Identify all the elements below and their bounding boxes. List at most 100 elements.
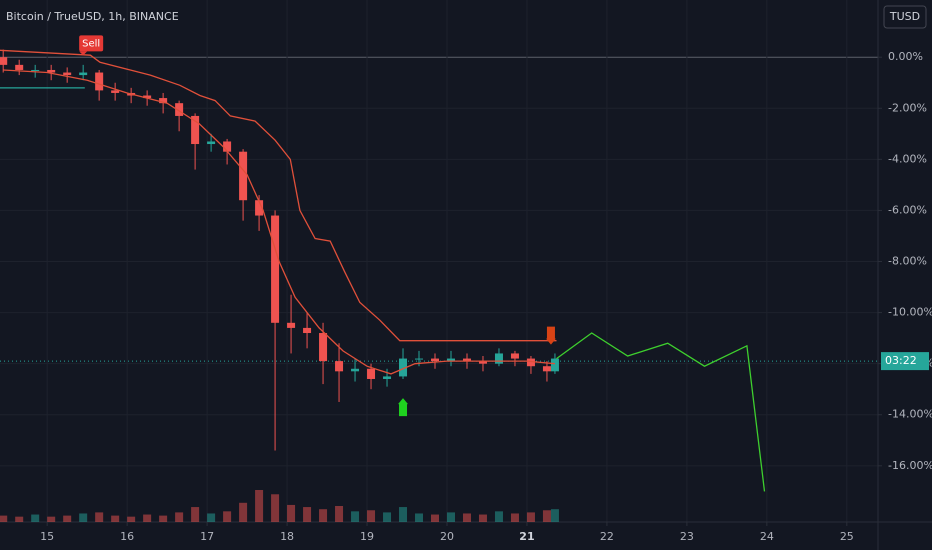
candle-body (31, 69, 40, 71)
last-price-label: 03:22 (885, 354, 917, 367)
x-tick-label: 15 (40, 530, 54, 543)
volume-bar (31, 514, 40, 522)
indicator-line (556, 332, 766, 492)
volume-bar (207, 513, 216, 522)
candle-body (175, 103, 184, 116)
volume-bar (159, 515, 168, 522)
candle-body (223, 141, 232, 152)
candle-body (431, 358, 440, 362)
volume-bar (383, 512, 392, 522)
volume-bar (446, 512, 455, 522)
volume-bar (462, 513, 471, 522)
candle-body (319, 333, 328, 362)
candle-body (446, 358, 455, 362)
candle-body (191, 115, 200, 145)
candle-body (159, 98, 168, 104)
volume-bar (287, 504, 296, 522)
candle-body (207, 141, 216, 145)
candle-body (510, 353, 519, 359)
candle-body (415, 358, 424, 360)
y-tick-label: -8.00% (888, 255, 927, 268)
volume-bar (175, 512, 184, 522)
y-tick-label: -16.00% (888, 459, 932, 472)
candle-body (143, 95, 152, 99)
candle-body (351, 368, 360, 372)
x-tick-label: 20 (440, 530, 454, 543)
sell-label-text: Sell (82, 38, 100, 49)
candle-body (494, 353, 503, 364)
candle-body (399, 358, 408, 377)
last-price-box (881, 352, 929, 371)
candle-body (63, 72, 72, 76)
volume-bar (79, 513, 88, 522)
candle-body (271, 215, 280, 323)
volume-bar (0, 515, 8, 522)
volume-bar (526, 512, 535, 522)
x-tick-label: 17 (200, 530, 214, 543)
currency-label[interactable]: TUSD (889, 10, 920, 23)
x-tick-label: 24 (760, 530, 774, 543)
volume-bar (542, 510, 551, 522)
y-tick-label: -2.00% (888, 101, 927, 114)
x-tick-label: 22 (600, 530, 614, 543)
candle-body (367, 368, 376, 379)
y-tick-label: -6.00% (888, 203, 927, 216)
y-tick-label: -14.00% (888, 408, 932, 421)
x-tick-label: 25 (840, 530, 854, 543)
x-tick-label: 16 (120, 530, 134, 543)
volume-bar (550, 509, 559, 522)
y-tick-label: -10.00% (888, 306, 932, 319)
buy-arrow (398, 398, 409, 417)
volume-bar (47, 516, 56, 522)
volume-bar (127, 516, 136, 522)
candle-body (478, 361, 487, 364)
volume-bar (478, 514, 487, 522)
x-tick-label: 18 (280, 530, 294, 543)
candle-body (383, 376, 392, 379)
y-tick-label: -4.00% (888, 152, 927, 165)
candle-body (526, 358, 535, 367)
sell-label-box (79, 35, 104, 52)
volume-bar (303, 507, 312, 522)
indicator-line (0, 49, 557, 342)
candle-body (542, 366, 551, 372)
volume-bar (431, 514, 440, 522)
chart-title: Bitcoin / TrueUSD, 1h, BINANCE (6, 10, 179, 23)
volume-bar (95, 512, 104, 522)
volume-bar (111, 515, 120, 522)
volume-bar (63, 515, 72, 522)
candle-body (95, 72, 104, 91)
candle-body (239, 151, 248, 201)
volume-bar (367, 510, 376, 522)
candle-body (462, 358, 471, 362)
indicator-line (3, 69, 555, 375)
candle-body (111, 90, 120, 93)
volume-bar (223, 511, 232, 522)
candle-body (255, 200, 264, 216)
volume-bar (399, 507, 408, 522)
volume-bar (143, 514, 152, 522)
candle-body (335, 361, 344, 372)
x-tick-label: 19 (360, 530, 374, 543)
candle-body (79, 72, 88, 76)
volume-bar (351, 511, 360, 522)
volume-bar (271, 494, 280, 522)
volume-bar (510, 513, 519, 522)
candle-body (0, 57, 8, 65)
volume-bar (415, 513, 424, 522)
candle-body (287, 322, 296, 328)
volume-bar (255, 490, 264, 522)
sell-arrow (545, 326, 556, 345)
volume-bar (191, 507, 200, 522)
volume-bar (239, 502, 248, 522)
candle-body (303, 327, 312, 334)
x-tick-label: 21 (519, 530, 534, 543)
volume-bar (335, 506, 344, 522)
volume-bar (15, 516, 24, 522)
currency-button[interactable] (883, 5, 927, 29)
candle-body (47, 69, 56, 73)
volume-bar (494, 511, 503, 522)
